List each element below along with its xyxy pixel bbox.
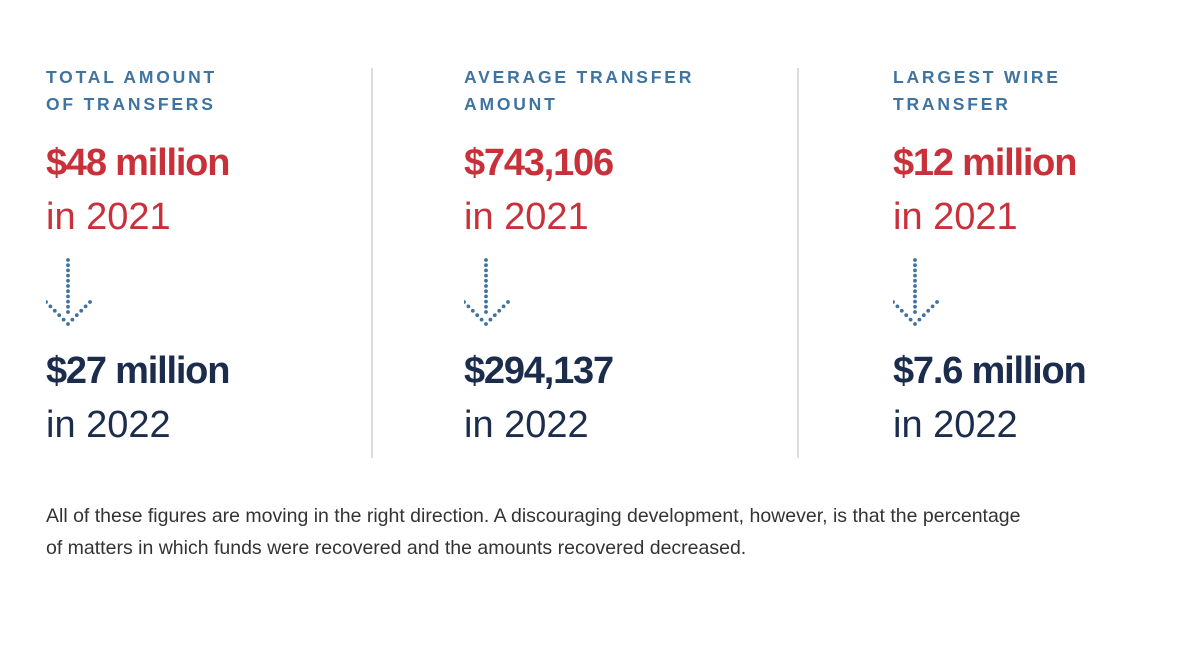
value-2022: $27 million xyxy=(46,350,230,392)
year-2021: in 2021 xyxy=(46,196,171,238)
value-2021: $743,106 xyxy=(464,142,614,184)
year-2022: in 2022 xyxy=(893,404,1018,446)
stat-column-average-transfer: AVERAGE TRANSFER AMOUNT $743,106 in 2021… xyxy=(464,64,774,454)
stat-column-largest-wire: LARGEST WIRE TRANSFER $12 million in 202… xyxy=(893,64,1200,454)
value-2022: $7.6 million xyxy=(893,350,1087,392)
year-2022: in 2022 xyxy=(46,404,171,446)
footnote-line1: All of these figures are moving in the r… xyxy=(46,505,1021,527)
year-2021: in 2021 xyxy=(464,196,589,238)
stat-column-total-amount: TOTAL AMOUNT OF TRANSFERS $48 million in… xyxy=(46,64,356,454)
stat-label: AVERAGE TRANSFER AMOUNT xyxy=(464,64,774,120)
column-divider xyxy=(371,68,373,458)
stat-label: LARGEST WIRE TRANSFER xyxy=(893,64,1200,120)
value-2022: $294,137 xyxy=(464,350,614,392)
dotted-down-arrow-icon xyxy=(46,246,356,346)
value-2021: $12 million xyxy=(893,142,1077,184)
stat-label-line1: AVERAGE TRANSFER xyxy=(464,67,695,87)
value-2021: $48 million xyxy=(46,142,230,184)
footnote-line2: of matters in which funds were recovered… xyxy=(46,537,747,559)
stat-label: TOTAL AMOUNT OF TRANSFERS xyxy=(46,64,356,120)
stat-label-line2: AMOUNT xyxy=(464,94,558,114)
year-2021: in 2021 xyxy=(893,196,1018,238)
stat-label-line2: OF TRANSFERS xyxy=(46,94,216,114)
footnote-text: All of these figures are moving in the r… xyxy=(46,500,1186,564)
dotted-down-arrow-icon xyxy=(464,246,774,346)
year-2022: in 2022 xyxy=(464,404,589,446)
stat-label-line1: LARGEST WIRE xyxy=(893,67,1061,87)
stat-label-line2: TRANSFER xyxy=(893,94,1011,114)
column-divider xyxy=(797,68,799,458)
stat-label-line1: TOTAL AMOUNT xyxy=(46,67,217,87)
dotted-down-arrow-icon xyxy=(893,246,1200,346)
